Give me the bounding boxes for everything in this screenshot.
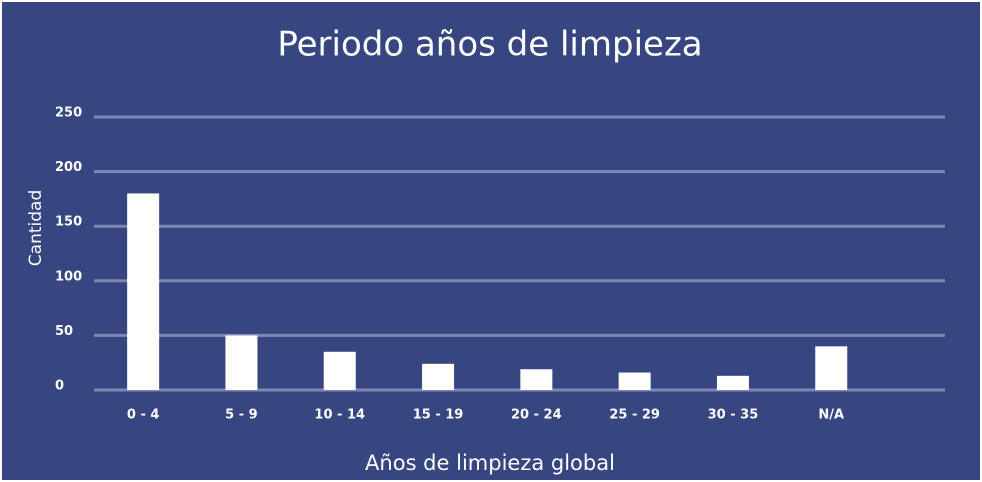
y-axis-label: Cantidad: [26, 190, 46, 266]
bar: [225, 335, 258, 390]
bar: [815, 346, 848, 390]
y-tick-label: 100: [55, 269, 82, 284]
x-tick-label: 30 - 35: [708, 408, 759, 423]
bar: [520, 369, 553, 390]
bar: [323, 351, 356, 390]
chart-title: Periodo años de limpieza: [277, 25, 702, 65]
y-tick-label: 200: [55, 160, 82, 175]
y-tick-label: 50: [55, 324, 73, 339]
y-tick-label: 150: [55, 215, 82, 230]
bar: [422, 363, 455, 390]
x-axis-label: Años de limpieza global: [365, 451, 615, 475]
bar: [127, 193, 160, 390]
x-tick-label: 20 - 24: [511, 408, 562, 423]
y-tick-label: 250: [55, 106, 82, 121]
x-tick-label: 10 - 14: [314, 408, 365, 423]
bar: [716, 375, 749, 390]
x-tick-label: 5 - 9: [225, 408, 258, 423]
x-tick-label: 25 - 29: [609, 408, 660, 423]
x-tick-label: 15 - 19: [413, 408, 464, 423]
y-tick-label: 0: [55, 379, 64, 394]
x-tick-label: N/A: [818, 408, 844, 423]
bar: [618, 372, 651, 390]
x-tick-label: 0 - 4: [127, 408, 160, 423]
